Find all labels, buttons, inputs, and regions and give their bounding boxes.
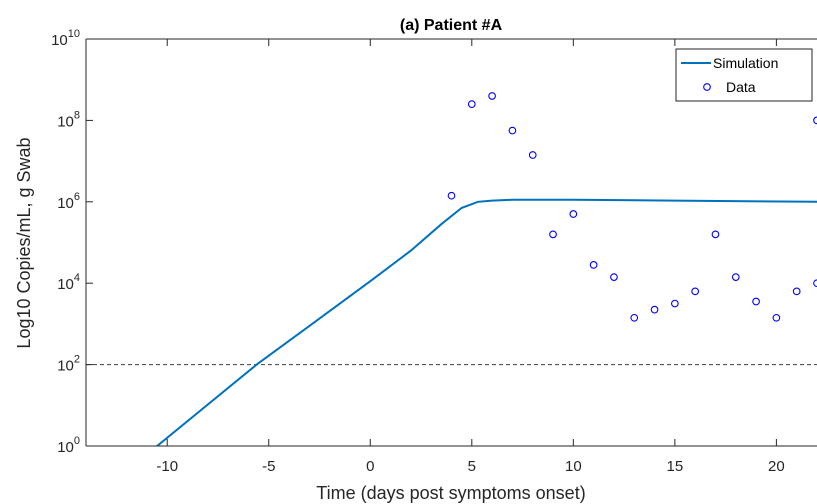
data-point <box>508 126 517 135</box>
y-tick-label: 104 <box>57 272 80 293</box>
data-point <box>671 299 679 308</box>
x-tick-label: 0 <box>366 458 374 475</box>
y-tick-label: 1010 <box>51 28 80 49</box>
data-point <box>650 305 659 314</box>
plot-area <box>86 39 817 446</box>
data-point <box>569 210 578 218</box>
data-point <box>447 191 456 200</box>
data-point <box>467 100 476 108</box>
x-axis-label: Time (days post symptoms onset) <box>316 483 585 503</box>
series-layer <box>156 92 817 446</box>
y-tick-label: 100 <box>57 435 80 456</box>
legend: Simulation Data <box>675 48 813 102</box>
legend-data-swatch <box>703 83 711 91</box>
data-point <box>610 273 618 281</box>
data-point <box>691 287 700 296</box>
y-tick-label: 106 <box>57 191 80 212</box>
x-tick-label: 10 <box>565 458 582 475</box>
data-point <box>792 287 801 296</box>
data-point <box>813 279 817 288</box>
data-point <box>813 116 817 125</box>
y-tick-label: 108 <box>57 109 80 130</box>
x-tick-label: 5 <box>468 458 476 475</box>
data-point <box>589 261 598 269</box>
x-tick-label: 15 <box>667 458 684 475</box>
y-tick-labels: 100 102 104 106 108 1010 <box>51 28 80 456</box>
axes <box>85 38 817 447</box>
legend-data-label: Data <box>726 79 756 95</box>
x-tick-label: -5 <box>262 458 275 475</box>
legend-simulation-label: Simulation <box>713 55 778 71</box>
x-tick-labels: -10 -5 0 5 10 15 20 <box>156 458 784 475</box>
data-point <box>772 313 781 322</box>
x-tick-label: 20 <box>768 458 785 475</box>
x-tick-label: -10 <box>156 458 178 475</box>
data-point <box>549 230 557 239</box>
simulation-line <box>156 198 817 446</box>
data-point <box>630 313 639 322</box>
legend-box <box>675 48 813 102</box>
data-point <box>752 297 760 306</box>
y-axis-label: Log10 Copies/mL, g Swab <box>14 137 34 348</box>
data-point <box>731 273 740 281</box>
tick-marks <box>86 38 777 447</box>
data-point <box>711 230 720 239</box>
chart-title: (a) Patient #A <box>400 17 503 34</box>
data-point <box>528 151 537 159</box>
data-point <box>488 92 496 100</box>
y-tick-label: 102 <box>57 354 80 375</box>
